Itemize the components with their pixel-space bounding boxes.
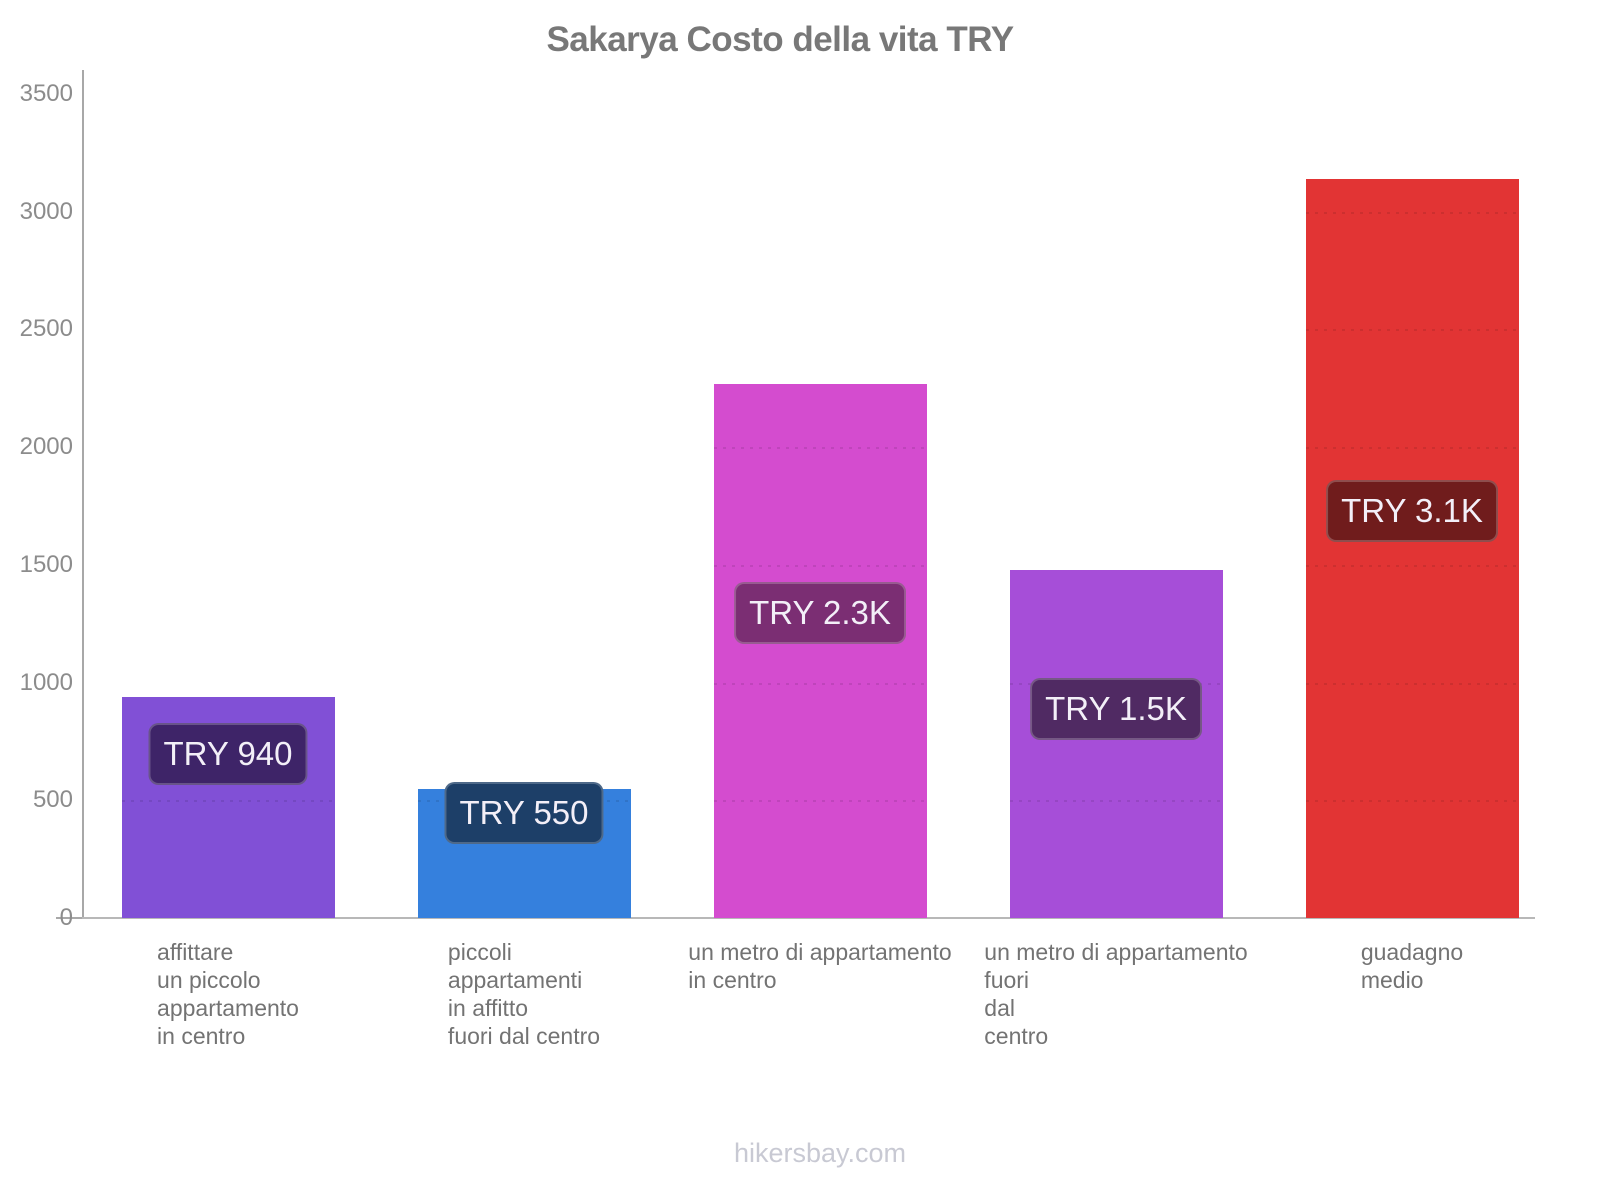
gridline-dash	[121, 800, 335, 803]
x-axis-category-line: appartamento	[157, 995, 299, 1021]
gridline-dash	[713, 447, 927, 450]
gridline-dash	[713, 800, 927, 803]
y-axis-tick-label: 3000	[19, 197, 73, 225]
x-axis-baseline	[82, 917, 1535, 919]
footer-watermark: hikersbay.com	[733, 1138, 907, 1168]
x-axis-category-line: fuori	[984, 967, 1030, 993]
y-axis-tick-label: 3500	[19, 80, 73, 107]
bar-value-badge: TRY 3.1K	[1326, 480, 1498, 543]
x-axis-category-line: un piccolo	[157, 967, 261, 993]
y-axis-tick-label: 2000	[19, 433, 73, 461]
x-axis-category-line: in centro	[688, 967, 777, 993]
x-axis-category-line: un metro di appartamento	[984, 939, 1248, 965]
bar-value-badge: TRY 550	[444, 782, 604, 845]
x-axis-category-line: dal	[984, 995, 1016, 1021]
bar-2	[713, 383, 927, 918]
chart-title: Sakarya Costo della vita TRY	[546, 20, 1014, 59]
y-axis-tick-label: 0	[59, 904, 73, 931]
x-axis-category-line: centro	[984, 1023, 1049, 1049]
y-axis-tick-label: 1000	[19, 668, 73, 696]
y-axis-tick-label: 2500	[19, 315, 73, 343]
gridline-dash	[1305, 682, 1519, 685]
x-axis-category-line: un metro di appartamento	[688, 939, 952, 965]
gridline-dash	[1009, 800, 1223, 803]
gridline-dash	[1305, 211, 1519, 214]
x-axis-category-line: medio	[1360, 967, 1424, 993]
x-axis-category-label: piccoli appartamenti in affitto fuori dal c…	[448, 938, 600, 1050]
x-axis-category-label: guadagno medio	[1361, 938, 1463, 994]
x-axis-category-label: un metro di appartamento in centro	[688, 938, 951, 994]
gridline-dash	[713, 682, 927, 685]
x-axis-category-line: affittare	[157, 939, 234, 965]
x-axis-category-label: un metro di appartamento fuori dal centro	[984, 938, 1247, 1050]
bar-value-badge: TRY 2.3K	[734, 582, 906, 645]
gridline-dash	[1305, 564, 1519, 567]
y-axis-line	[82, 70, 84, 918]
bar-value-badge: TRY 1.5K	[1030, 677, 1202, 740]
bar-4	[1305, 178, 1519, 918]
y-axis-zero-tick	[56, 917, 82, 919]
bar-3	[1009, 569, 1223, 918]
y-axis-tick-label: 500	[32, 786, 73, 814]
gridline-dash	[1305, 447, 1519, 450]
x-axis-category-line: in centro	[157, 1023, 246, 1049]
bar-value-badge: TRY 940	[148, 723, 308, 786]
x-axis-category-line: fuori dal centro	[447, 1023, 601, 1049]
gridline-dash	[1305, 329, 1519, 332]
x-axis-category-line: guadagno	[1360, 939, 1464, 965]
x-axis-category-line: appartamenti	[447, 967, 583, 993]
gridline-dash	[1305, 800, 1519, 803]
gridline-dash	[713, 564, 927, 567]
x-axis-category-line: in affitto	[447, 995, 529, 1021]
x-axis-category-label: affittare un piccolo appartamento in centro	[157, 938, 299, 1050]
y-axis-tick-label: 1500	[19, 550, 73, 578]
x-axis-category-line: piccoli	[447, 939, 512, 965]
